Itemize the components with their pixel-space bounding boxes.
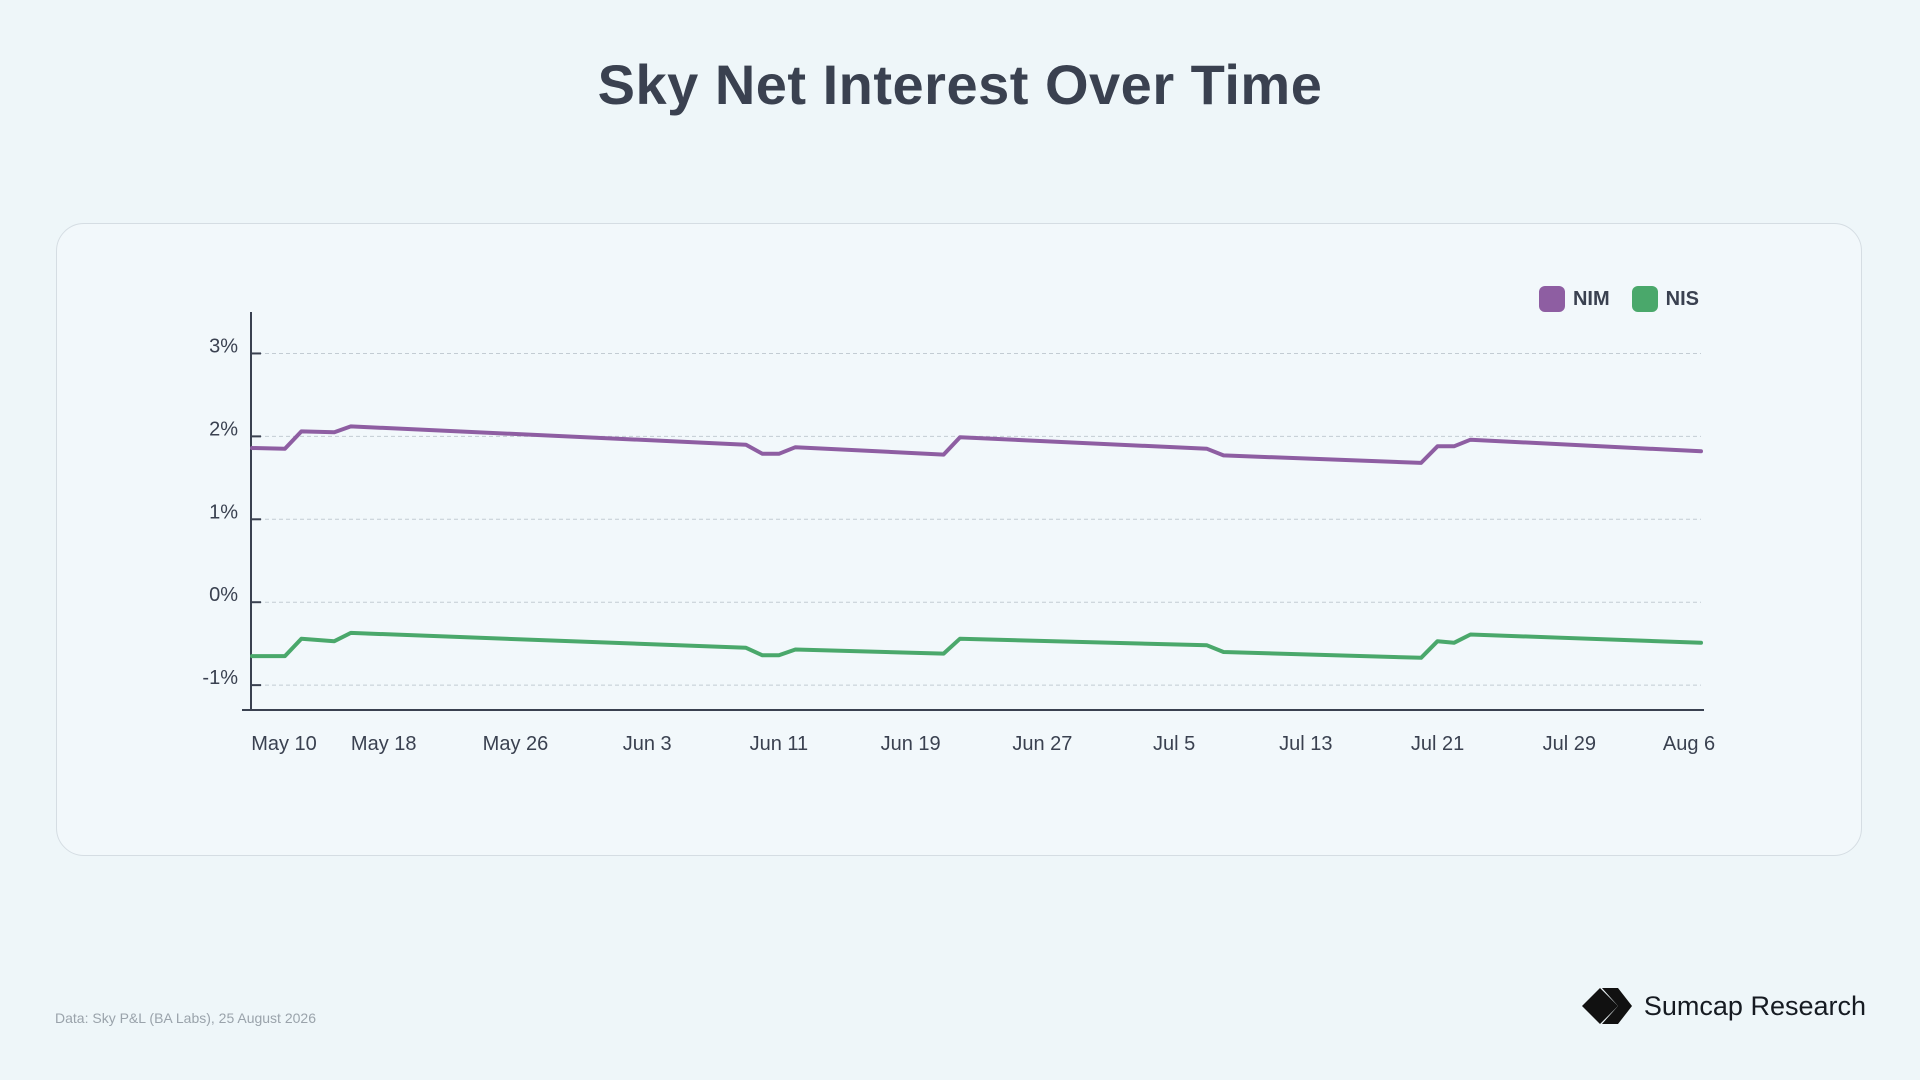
data-source-note: Data: Sky P&L (BA Labs), 25 August 2026 [55, 1010, 316, 1026]
brand-name: Sumcap Research [1643, 990, 1866, 1021]
chart-svg: -1% 0% 1% 2% 3% May 10 May 18 May 26 Jun 3 Jun 1… [202, 312, 1715, 755]
chart-card: -1% 0% 1% 2% 3% May 10 May 18 May 26 Jun 3 Jun 1… [56, 223, 1862, 856]
legend-swatch-nis [1631, 286, 1658, 312]
x-tick-label: Jun 19 [881, 733, 941, 755]
y-tick-label: 2% [209, 418, 238, 440]
legend-label-nis: NIS [1665, 287, 1699, 310]
brand-logo: Sumcap Research [1581, 988, 1866, 1024]
x-tick-label: Aug 6 [1663, 733, 1715, 755]
x-tick-labels: May 10 May 18 May 26 Jun 3 Jun 11 Jun 19 Jun 2… [251, 733, 1715, 755]
x-tick-label: Jul 5 [1153, 733, 1195, 755]
series-line-nim [250, 424, 1703, 465]
x-tick-label: May 10 [251, 733, 317, 755]
y-tick-label: 0% [209, 584, 238, 606]
y-tick-labels: -1% 0% 1% 2% 3% [202, 335, 238, 689]
y-tick-label: 3% [209, 335, 238, 357]
x-tick-label: May 26 [483, 733, 549, 755]
series-line-nis [250, 630, 1703, 660]
chart-legend: NIM NIS [1538, 286, 1699, 312]
x-tick-label: Jun 3 [623, 733, 672, 755]
legend-item-nim: NIM [1538, 286, 1610, 312]
y-tick-label: -1% [202, 667, 238, 689]
x-tick-label: Jul 13 [1279, 733, 1332, 755]
series-lines [250, 424, 1703, 660]
x-tick-label: May 18 [351, 733, 417, 755]
legend-label-nim: NIM [1572, 287, 1610, 310]
y-tick-label: 1% [209, 501, 238, 523]
x-tick-label: Jul 29 [1543, 733, 1596, 755]
x-tick-label: Jul 21 [1411, 733, 1464, 755]
x-tick-label: Jun 11 [750, 733, 809, 755]
legend-item-nis: NIS [1631, 286, 1699, 312]
page-title: Sky Net Interest Over Time [597, 53, 1323, 116]
x-tick-label: Jun 27 [1012, 733, 1072, 755]
sumcap-logo-icon [1581, 988, 1632, 1024]
legend-swatch-nim [1538, 286, 1565, 312]
